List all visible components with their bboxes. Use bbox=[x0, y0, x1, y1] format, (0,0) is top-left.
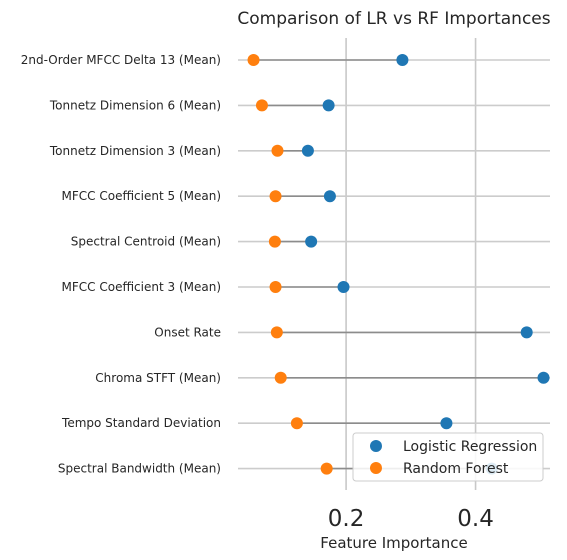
connectors bbox=[253, 59, 544, 470]
legend: Logistic Regression Random Forest bbox=[352, 432, 544, 482]
y-tick-labels: 2nd-Order MFCC Delta 13 (Mean) Tonnetz Di… bbox=[21, 53, 221, 476]
x-tick-label: 0.2 bbox=[328, 506, 365, 532]
y-tick-label: Tempo Standard Deviation bbox=[61, 416, 221, 430]
y-tick-label: Tonnetz Dimension 6 (Mean) bbox=[49, 98, 221, 112]
x-tick-labels: 0.2 0.4 bbox=[328, 506, 494, 532]
point-logistic-regression-chroma-stft-mean bbox=[537, 371, 550, 384]
point-random-forest-tonnetz-dimension-3-mean bbox=[271, 144, 284, 157]
point-logistic-regression-mfcc-coefficient-3-mean bbox=[337, 281, 350, 293]
category-grid bbox=[238, 59, 550, 470]
point-random-forest-tonnetz-dimension-6-mean bbox=[255, 99, 268, 112]
point-logistic-regression-onset-rate bbox=[520, 326, 533, 339]
point-random-forest-tempo-standard-deviation bbox=[290, 417, 303, 430]
legend-marker-logistic-regression bbox=[370, 440, 382, 452]
chart-title: Comparison of LR vs RF Importances bbox=[237, 9, 550, 29]
y-tick-label: Spectral Centroid (Mean) bbox=[71, 235, 221, 249]
grid bbox=[345, 38, 477, 490]
point-random-forest-onset-rate bbox=[270, 326, 283, 339]
point-random-forest-spectral-bandwidth-mean bbox=[320, 462, 333, 475]
point-logistic-regression-mfcc-coefficient-5-mean bbox=[323, 190, 336, 203]
x-axis-label: Feature Importance bbox=[320, 534, 467, 552]
legend-box bbox=[352, 432, 544, 482]
x-tick-label: 0.4 bbox=[457, 506, 494, 532]
y-tick-label: Chroma STFT (Mean) bbox=[95, 371, 221, 385]
point-logistic-regression-tempo-standard-deviation bbox=[440, 417, 453, 430]
y-tick-label: MFCC Coefficient 3 (Mean) bbox=[62, 280, 221, 294]
y-tick-label: 2nd-Order MFCC Delta 13 (Mean) bbox=[21, 53, 221, 67]
point-logistic-regression-tonnetz-dimension-6-mean bbox=[322, 99, 335, 112]
y-tick-label: Spectral Bandwidth (Mean) bbox=[58, 462, 221, 476]
point-logistic-regression-spectral-centroid-mean bbox=[305, 235, 318, 248]
y-tick-label: Tonnetz Dimension 3 (Mean) bbox=[49, 144, 221, 158]
point-random-forest-mfcc-coefficient-3-mean bbox=[269, 281, 282, 293]
point-logistic-regression-tonnetz-dimension-3-mean bbox=[301, 144, 314, 157]
y-tick-label: Onset Rate bbox=[154, 325, 221, 339]
point-random-forest-mfcc-coefficient-5-mean bbox=[269, 190, 282, 203]
point-random-forest-spectral-centroid-mean bbox=[268, 235, 281, 248]
point-random-forest-2nd-order-mfcc-delta-13-mean bbox=[247, 54, 260, 66]
point-random-forest-chroma-stft-mean bbox=[274, 371, 287, 384]
legend-marker-random-forest bbox=[370, 462, 382, 474]
point-logistic-regression-2nd-order-mfcc-delta-13-mean bbox=[396, 54, 409, 66]
legend-label-random-forest: Random Forest bbox=[403, 461, 509, 477]
legend-label-logistic-regression: Logistic Regression bbox=[403, 439, 537, 455]
points bbox=[247, 54, 550, 475]
y-tick-label: MFCC Coefficient 5 (Mean) bbox=[62, 189, 221, 203]
